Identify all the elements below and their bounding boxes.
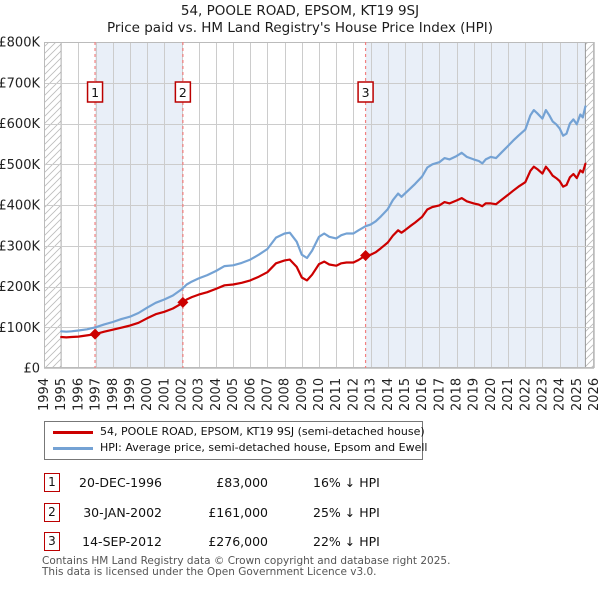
sale-point-marker bbox=[177, 296, 189, 308]
y-axis-label: £800K bbox=[0, 36, 40, 51]
x-axis-label: 2012 bbox=[346, 378, 361, 411]
sale-number-box bbox=[86, 81, 104, 103]
y-axis-label: £100K bbox=[0, 321, 40, 336]
transaction-row: 2 30-JAN-2002 £161,000 25% ↓ HPI bbox=[0, 503, 600, 523]
x-axis-label: 1999 bbox=[123, 378, 138, 411]
y-axis-label: £600K bbox=[0, 117, 40, 132]
x-axis-label: 2013 bbox=[364, 378, 379, 411]
x-axis-label: 2016 bbox=[415, 378, 430, 411]
x-axis-label: 2014 bbox=[381, 378, 396, 411]
x-axis-label: 2011 bbox=[329, 378, 344, 411]
sale-point-marker bbox=[89, 328, 101, 340]
chart-subtitle: Price paid vs. HM Land Registry's House … bbox=[107, 20, 493, 36]
x-axis-label: 2017 bbox=[432, 378, 447, 411]
x-axis-label: 2026 bbox=[587, 378, 600, 411]
transaction-date: 20-DEC-1996 bbox=[79, 475, 162, 490]
x-axis-label: 1994 bbox=[37, 378, 52, 411]
transaction-number-badge: 1 bbox=[44, 473, 60, 492]
transaction-vs-hpi: 25% ↓ HPI bbox=[313, 505, 380, 520]
chart-title: 54, POOLE ROAD, EPSOM, KT19 9SJ bbox=[180, 3, 420, 19]
transaction-price: £161,000 bbox=[208, 505, 268, 520]
plot-border bbox=[44, 42, 594, 368]
x-axis-label: 2024 bbox=[553, 378, 568, 411]
transaction-vs-hpi: 22% ↓ HPI bbox=[313, 534, 380, 549]
transaction-vs-hpi: 16% ↓ HPI bbox=[313, 475, 380, 490]
y-axis-label: £500K bbox=[0, 158, 40, 173]
hpi-line bbox=[60, 105, 587, 333]
transaction-price: £83,000 bbox=[216, 475, 268, 490]
transaction-number-badge: 3 bbox=[44, 532, 60, 551]
x-axis-label: 2003 bbox=[192, 378, 207, 411]
sale-number-label: 2 bbox=[179, 85, 187, 100]
y-axis-label: £200K bbox=[0, 280, 40, 295]
x-axis-label: 1995 bbox=[54, 378, 69, 411]
legend: 54, POOLE ROAD, EPSOM, KT19 9SJ (semi-de… bbox=[44, 421, 428, 460]
x-axis-label: 2019 bbox=[467, 378, 482, 411]
transaction-date: 14-SEP-2012 bbox=[82, 534, 162, 549]
transaction-row: 1 20-DEC-1996 £83,000 16% ↓ HPI bbox=[0, 473, 600, 493]
sale-number-box bbox=[357, 81, 374, 103]
gridlines bbox=[44, 42, 595, 369]
y-axis-label: £0 bbox=[23, 362, 40, 377]
x-axis-label: 2010 bbox=[312, 378, 327, 411]
x-axis-label: 1996 bbox=[71, 378, 86, 411]
x-axis-label: 2007 bbox=[260, 378, 275, 411]
x-axis-label: 2006 bbox=[243, 378, 258, 411]
x-axis-label: 1997 bbox=[89, 378, 104, 411]
legend-label-hpi: HPI: Average price, semi-detached house,… bbox=[100, 441, 428, 454]
sale-number-label: 1 bbox=[91, 85, 99, 100]
x-axis-label: 2004 bbox=[209, 378, 224, 411]
sale-number-box bbox=[174, 81, 192, 103]
x-axis-label: 2015 bbox=[398, 378, 413, 411]
x-axis-label: 2009 bbox=[295, 378, 310, 411]
y-axis-label: £300K bbox=[0, 239, 40, 254]
footer-copyright: Contains HM Land Registry data © Crown c… bbox=[42, 555, 451, 567]
price-line-swatch bbox=[53, 431, 93, 434]
x-axis-label: 2005 bbox=[226, 378, 241, 411]
y-axis-label: £700K bbox=[0, 76, 40, 91]
x-axis-label: 2008 bbox=[278, 378, 293, 411]
legend-item-price: 54, POOLE ROAD, EPSOM, KT19 9SJ (semi-de… bbox=[45, 424, 425, 440]
transaction-row: 3 14-SEP-2012 £276,000 22% ↓ HPI bbox=[0, 532, 600, 552]
hpi-line-swatch bbox=[53, 447, 93, 450]
x-axis-label: 2018 bbox=[450, 378, 465, 411]
x-axis-label: 2022 bbox=[518, 378, 533, 411]
footer-licence: This data is licensed under the Open Gov… bbox=[42, 566, 377, 578]
x-axis-label: 2000 bbox=[140, 378, 155, 411]
x-axis-label: 2025 bbox=[570, 378, 585, 411]
x-axis-label: 2001 bbox=[157, 378, 172, 411]
legend-item-hpi: HPI: Average price, semi-detached house,… bbox=[45, 440, 428, 456]
transaction-price: £276,000 bbox=[208, 534, 268, 549]
x-axis-label: 2023 bbox=[535, 378, 550, 411]
x-axis-label: 2021 bbox=[501, 378, 516, 411]
legend-label-price: 54, POOLE ROAD, EPSOM, KT19 9SJ (semi-de… bbox=[100, 425, 425, 438]
y-axis-label: £400K bbox=[0, 199, 40, 214]
x-axis-label: 2020 bbox=[484, 378, 499, 411]
sale-number-label: 3 bbox=[362, 85, 370, 100]
transaction-date: 30-JAN-2002 bbox=[83, 505, 162, 520]
x-axis-label: 2002 bbox=[175, 378, 190, 411]
sale-point-marker bbox=[360, 250, 372, 262]
x-axis-label: 1998 bbox=[106, 378, 121, 411]
transaction-number-badge: 2 bbox=[44, 503, 60, 522]
